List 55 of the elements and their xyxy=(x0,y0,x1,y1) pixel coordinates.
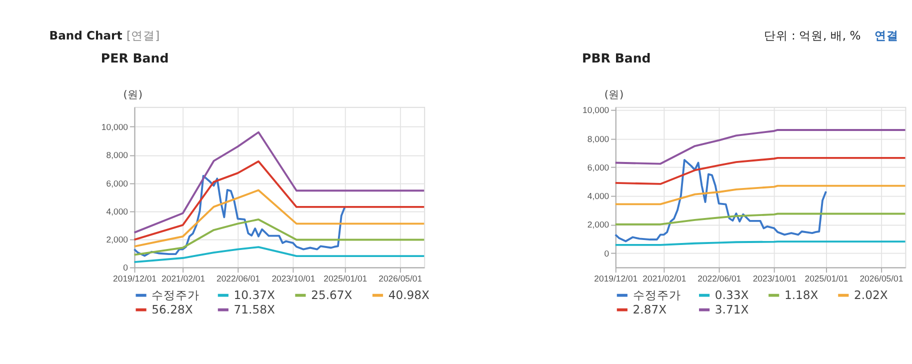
x-tick-label: 2025/01/01 xyxy=(804,273,848,284)
legend-label: 수정주가 xyxy=(632,288,681,302)
legend-label: 수정주가 xyxy=(152,288,200,302)
y-tick-label: 4,000 xyxy=(106,206,128,216)
y-tick-label: 2,000 xyxy=(587,220,610,230)
line-series xyxy=(133,218,426,256)
y-tick-label: 10,000 xyxy=(582,105,610,116)
x-tick-label: 2019/12/01 xyxy=(594,273,638,284)
y-tick-label: 8,000 xyxy=(587,134,610,144)
x-tick-label: 2026/05/01 xyxy=(378,273,422,284)
x-tick-label: 2026/05/01 xyxy=(860,273,904,284)
line-series xyxy=(133,174,346,257)
y-tick-label: 2,000 xyxy=(106,234,128,245)
legend-label: 40.98X xyxy=(388,288,430,302)
line-series xyxy=(614,212,906,226)
y-axis-title: (원) xyxy=(123,88,142,101)
x-tick-label: 2022/06/01 xyxy=(216,273,260,284)
y-tick-label: 0 xyxy=(604,248,610,258)
line-series xyxy=(614,184,906,206)
legend-label: 2.87X xyxy=(632,302,667,317)
y-tick-label: 6,000 xyxy=(106,178,128,188)
y-axis-title: (원) xyxy=(604,88,624,101)
y-tick-label: 8,000 xyxy=(106,150,128,160)
legend-label: 3.71X xyxy=(714,302,749,317)
x-tick-label: 2021/02/01 xyxy=(162,273,206,284)
line-series xyxy=(614,158,827,242)
legend-label: 2.02X xyxy=(854,288,888,302)
line-series xyxy=(614,156,906,185)
legend-label: 1.18X xyxy=(784,288,818,302)
y-tick-label: 10,000 xyxy=(101,122,128,132)
chart-title: PER Band xyxy=(100,50,169,66)
y-tick-label: 4,000 xyxy=(587,191,610,202)
legend-label: 71.58X xyxy=(234,302,275,317)
x-tick-label: 2021/02/01 xyxy=(642,273,686,284)
legend-label: 25.67X xyxy=(311,288,352,302)
text: [연결] xyxy=(126,28,160,42)
line-series xyxy=(133,246,426,264)
y-tick-label: 6,000 xyxy=(587,162,610,172)
x-tick-label: 2019/12/01 xyxy=(113,273,157,284)
x-tick-label: 2025/01/01 xyxy=(324,273,368,284)
line-series xyxy=(614,129,906,165)
line-series xyxy=(133,131,426,234)
legend-label: 56.28X xyxy=(152,302,193,317)
x-tick-label: 2023/10/01 xyxy=(272,273,316,284)
chart-title: PBR Band xyxy=(582,50,651,66)
legend-label: 10.37X xyxy=(234,288,275,302)
x-tick-label: 2023/10/01 xyxy=(752,273,796,284)
y-tick-label: 0 xyxy=(123,262,128,273)
text: 연결 xyxy=(874,28,898,42)
text: Band Chart xyxy=(49,28,123,42)
legend-label: 0.33X xyxy=(714,288,749,302)
line-series xyxy=(133,189,426,248)
text: 단위 : 억원, 배, % xyxy=(764,28,861,42)
x-tick-label: 2022/06/01 xyxy=(698,273,742,284)
line-series xyxy=(133,160,426,241)
